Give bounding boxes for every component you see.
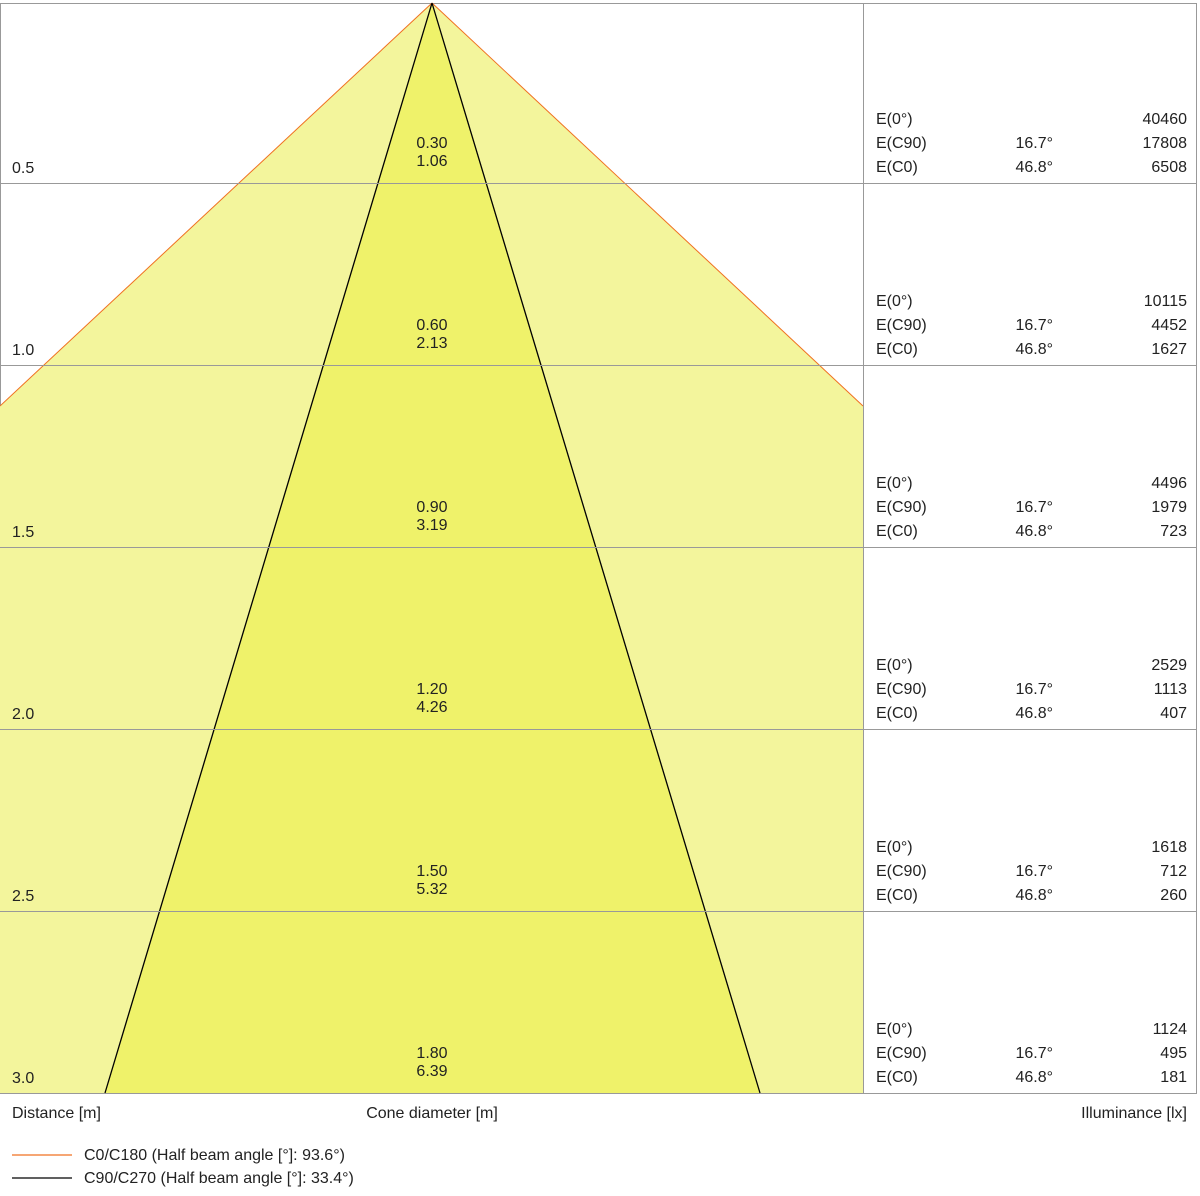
footer-label: Illuminance [lx] bbox=[1081, 1105, 1187, 1122]
e-angle: 16.7° bbox=[1015, 135, 1053, 152]
e-value: 712 bbox=[1160, 863, 1187, 880]
legend-label: C90/C270 (Half beam angle [°]: 33.4°) bbox=[84, 1170, 354, 1187]
e-label: E(C0) bbox=[876, 523, 918, 540]
e-label: E(C90) bbox=[876, 681, 927, 698]
e-label: E(C90) bbox=[876, 863, 927, 880]
e-label: E(C90) bbox=[876, 135, 927, 152]
c0-edge bbox=[0, 2, 433, 407]
cone-value: 2.13 bbox=[416, 335, 447, 352]
e-label: E(C90) bbox=[876, 499, 927, 516]
e-label: E(0°) bbox=[876, 111, 913, 128]
cone-value: 3.19 bbox=[416, 517, 447, 534]
e-value: 1979 bbox=[1151, 499, 1187, 516]
e-value: 407 bbox=[1160, 705, 1187, 722]
e-angle: 46.8° bbox=[1015, 523, 1053, 540]
e-value: 1113 bbox=[1154, 681, 1187, 698]
cone-value: 0.30 bbox=[416, 135, 447, 152]
cone-value: 5.32 bbox=[416, 881, 447, 898]
e-label: E(C0) bbox=[876, 159, 918, 176]
e-angle: 16.7° bbox=[1015, 499, 1053, 516]
e-value: 495 bbox=[1160, 1045, 1187, 1062]
e-label: E(C90) bbox=[876, 1045, 927, 1062]
cone-value: 1.06 bbox=[416, 153, 447, 170]
c0-edge bbox=[431, 2, 864, 407]
e-label: E(0°) bbox=[876, 839, 913, 856]
e-label: E(C0) bbox=[876, 887, 918, 904]
cone-value: 0.60 bbox=[416, 317, 447, 334]
e-angle: 46.8° bbox=[1015, 887, 1053, 904]
e-angle: 46.8° bbox=[1015, 159, 1053, 176]
cone-value: 1.50 bbox=[416, 863, 447, 880]
distance: 1.5 bbox=[12, 524, 34, 541]
e-value: 40460 bbox=[1143, 111, 1188, 128]
e-angle: 16.7° bbox=[1015, 681, 1053, 698]
e-label: E(0°) bbox=[876, 1021, 913, 1038]
e-value: 4452 bbox=[1151, 317, 1187, 334]
e-angle: 16.7° bbox=[1015, 317, 1053, 334]
e-label: E(C0) bbox=[876, 705, 918, 722]
e-value: 723 bbox=[1160, 523, 1187, 540]
e-angle: 46.8° bbox=[1015, 705, 1053, 722]
e-label: E(0°) bbox=[876, 657, 913, 674]
e-value: 10115 bbox=[1144, 293, 1187, 310]
e-value: 2529 bbox=[1151, 657, 1187, 674]
e-angle: 16.7° bbox=[1015, 1045, 1053, 1062]
e-value: 4496 bbox=[1151, 475, 1187, 492]
distance: 2.5 bbox=[12, 888, 34, 905]
legend-label: C0/C180 (Half beam angle [°]: 93.6°) bbox=[84, 1147, 345, 1164]
e-angle: 46.8° bbox=[1015, 1069, 1053, 1086]
cone-value: 1.20 bbox=[416, 681, 447, 698]
e-angle: 46.8° bbox=[1015, 341, 1053, 358]
e-value: 1627 bbox=[1151, 341, 1187, 358]
distance: 0.5 bbox=[12, 160, 34, 177]
e-value: 6508 bbox=[1151, 159, 1187, 176]
e-value: 260 bbox=[1160, 887, 1187, 904]
e-value: 1618 bbox=[1151, 839, 1187, 856]
distance: 1.0 bbox=[12, 342, 34, 359]
distance: 2.0 bbox=[12, 706, 34, 723]
e-label: E(0°) bbox=[876, 475, 913, 492]
cone-value: 1.80 bbox=[416, 1045, 447, 1062]
cone-value: 6.39 bbox=[416, 1063, 447, 1080]
e-value: 181 bbox=[1160, 1069, 1187, 1086]
e-label: E(C0) bbox=[876, 1069, 918, 1086]
e-angle: 16.7° bbox=[1015, 863, 1053, 880]
e-label: E(0°) bbox=[876, 293, 913, 310]
footer-label: Distance [m] bbox=[12, 1105, 101, 1122]
footer-label: Cone diameter [m] bbox=[366, 1105, 498, 1122]
cone-value: 4.26 bbox=[416, 699, 447, 716]
e-value: 1124 bbox=[1153, 1021, 1188, 1038]
distance: 3.0 bbox=[12, 1070, 34, 1087]
cone-value: 0.90 bbox=[416, 499, 447, 516]
e-label: E(C90) bbox=[876, 317, 927, 334]
e-value: 17808 bbox=[1143, 135, 1188, 152]
e-label: E(C0) bbox=[876, 341, 918, 358]
